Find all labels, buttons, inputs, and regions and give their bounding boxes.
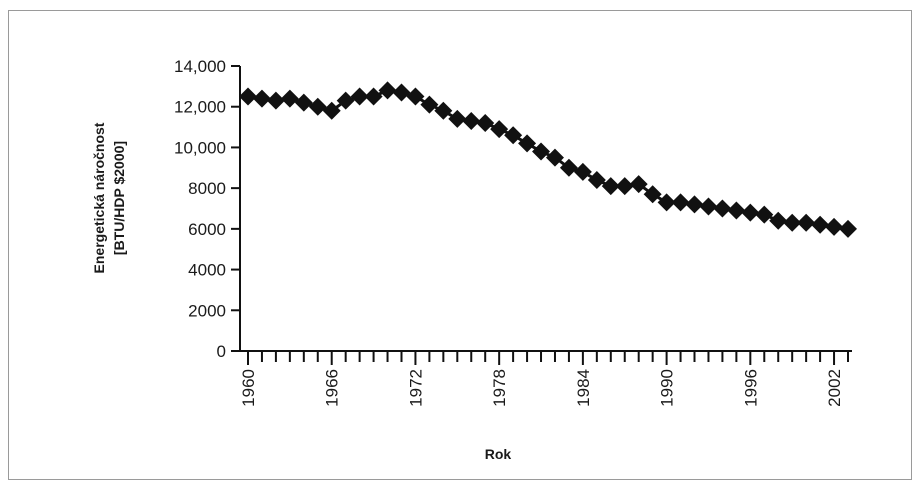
- y-tick-label: 10,000: [174, 138, 226, 157]
- data-point-diamond: [266, 91, 285, 110]
- data-point-diamond: [559, 158, 578, 177]
- axes: 0 2000 4000 6000 8000 10,000 12,000 14,000 1960 1…: [174, 57, 852, 407]
- x-tick-label: 1996: [741, 369, 760, 407]
- y-axis-title: Energetická náročnost [BTU/HDP $2000]: [91, 122, 127, 273]
- data-point-diamond: [322, 101, 341, 120]
- data-point-diamond: [420, 95, 439, 114]
- data-point-diamond: [336, 91, 355, 110]
- data-point-diamond: [755, 205, 774, 224]
- y-tick-label: 4000: [188, 261, 226, 280]
- x-tick-label: 1978: [490, 369, 509, 407]
- data-point-diamond: [769, 211, 788, 230]
- data-point-diamond: [448, 109, 467, 128]
- x-tick-label: 1966: [323, 369, 342, 407]
- data-point-diamond: [532, 142, 551, 161]
- data-point-diamond: [783, 213, 802, 232]
- y-tick-label: 12,000: [174, 98, 226, 117]
- data-point-diamond: [839, 219, 857, 238]
- y-tick-label: 14,000: [174, 57, 226, 76]
- data-point-diamond: [378, 81, 397, 100]
- data-point-diamond: [545, 148, 564, 167]
- data-point-diamond: [741, 203, 760, 222]
- x-tick-label: 1984: [574, 369, 593, 407]
- data-point-diamond: [685, 195, 704, 214]
- data-point-diamond: [727, 201, 746, 220]
- data-point-diamond: [462, 111, 481, 130]
- x-tick-label: 1972: [406, 369, 425, 407]
- x-tick-label: 2002: [825, 369, 844, 407]
- x-tick-label: 1990: [658, 369, 677, 407]
- data-point-diamond: [518, 134, 537, 153]
- data-point-diamond: [252, 89, 271, 108]
- data-point-diamond: [434, 101, 453, 120]
- data-point-diamond: [504, 126, 523, 145]
- data-point-diamond: [280, 89, 299, 108]
- data-point-diamond: [587, 171, 606, 189]
- data-point-diamond: [364, 87, 383, 106]
- data-point-diamond: [308, 97, 327, 116]
- data-point-diamond: [657, 193, 676, 212]
- series-layer: [239, 81, 857, 238]
- x-axis-title: Rok: [485, 446, 512, 462]
- data-point-diamond: [825, 217, 844, 236]
- data-point-diamond: [294, 93, 313, 112]
- data-point-diamond: [629, 175, 648, 194]
- data-point-diamond: [476, 114, 495, 132]
- data-point-diamond: [490, 120, 509, 139]
- x-tick-label: 1960: [239, 369, 258, 407]
- y-tick-label: 6000: [188, 220, 226, 239]
- data-point-diamond: [671, 193, 690, 212]
- y-tick-label: 0: [217, 342, 226, 361]
- data-point-diamond: [713, 199, 732, 218]
- data-point-diamond: [699, 197, 718, 216]
- data-point-diamond: [406, 87, 425, 106]
- data-point-diamond: [797, 213, 816, 232]
- data-point-diamond: [350, 87, 369, 106]
- data-point-diamond: [239, 87, 257, 106]
- data-point-diamond: [615, 177, 634, 196]
- y-axis-title-line-1: Energetická náročnost: [91, 122, 107, 273]
- y-tick-label: 2000: [188, 301, 226, 320]
- data-point-diamond: [811, 215, 830, 234]
- data-point-diamond: [643, 185, 662, 204]
- data-point-diamond: [573, 162, 592, 181]
- data-point-diamond: [601, 177, 620, 196]
- y-axis-title-line-2: [BTU/HDP $2000]: [111, 141, 127, 255]
- y-tick-label: 8000: [188, 179, 226, 198]
- data-point-diamond: [392, 83, 411, 102]
- chart-frame: [8, 10, 912, 480]
